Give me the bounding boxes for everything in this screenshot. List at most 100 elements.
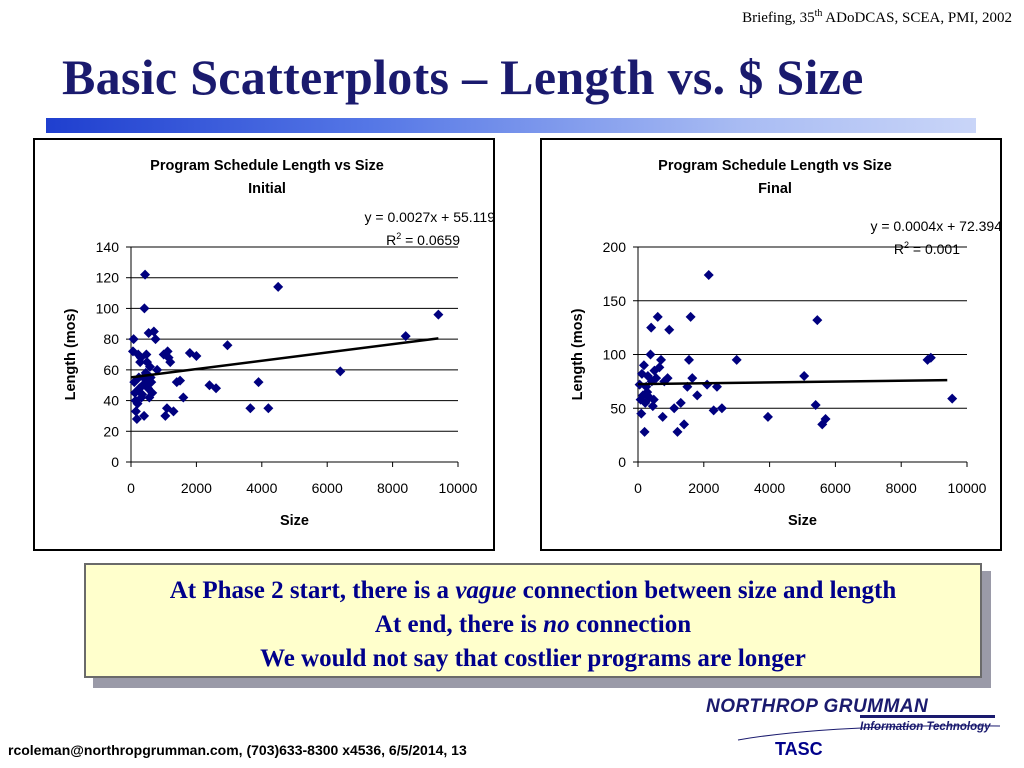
x-axis-label: Size (280, 513, 309, 529)
data-point (168, 406, 179, 417)
x-tick-label: 0 (634, 480, 642, 496)
header-note: Briefing, 35th ADoDCAS, SCEA, PMI, 2002 (742, 8, 1012, 26)
data-point (137, 389, 148, 400)
data-point (652, 311, 663, 322)
data-point (656, 354, 667, 365)
data-point (141, 349, 152, 360)
data-point (135, 352, 146, 363)
title-gradient-rule (46, 118, 976, 133)
data-point (638, 360, 649, 371)
data-point (645, 349, 656, 360)
data-point (146, 377, 157, 388)
chart-final-panel: Program Schedule Length vs Size Final 0 50 1… (540, 138, 1002, 551)
logo-division: Information Technology (860, 721, 991, 733)
data-point (400, 331, 411, 342)
data-point (184, 347, 195, 358)
data-point (139, 303, 150, 314)
data-point (160, 410, 171, 421)
y-axis-label: Length (mos) (63, 308, 79, 400)
data-point (654, 362, 665, 373)
y-tick-label: 0 (111, 454, 119, 470)
data-point (128, 334, 139, 345)
data-point (139, 410, 150, 421)
chart-initial: Program Schedule Length vs Size Initial 0 2… (63, 158, 495, 529)
data-point (140, 367, 151, 378)
x-tick-label: 8000 (377, 480, 408, 496)
chart-title: Program Schedule Length vs Size (658, 158, 892, 174)
data-point (716, 403, 727, 414)
y-tick-label: 120 (96, 270, 120, 286)
data-point (129, 387, 140, 398)
data-point (922, 354, 933, 365)
chart-final: Program Schedule Length vs Size Final 0 50 1… (570, 158, 1002, 529)
x-tick-label: 0 (127, 480, 135, 496)
data-point (810, 400, 821, 411)
x-tick-label: 2000 (688, 480, 719, 496)
slide-title: Basic Scatterplots – Length vs. $ Size (62, 49, 864, 105)
y-tick-label: 50 (610, 400, 626, 416)
data-point (273, 281, 284, 292)
y-tick-label: 0 (618, 454, 626, 470)
x-tick-label: 10000 (948, 480, 987, 496)
data-point (253, 377, 264, 388)
data-point (812, 315, 823, 326)
data-point (433, 309, 444, 320)
data-point (672, 426, 683, 437)
r-squared-label: R2 = 0.001 (894, 240, 960, 257)
data-point (191, 351, 202, 362)
data-point (662, 373, 673, 384)
data-point (204, 380, 215, 391)
x-axis-label: Size (788, 513, 817, 529)
data-point (762, 411, 773, 422)
data-point (130, 406, 141, 417)
data-point (692, 390, 703, 401)
data-point (647, 401, 658, 412)
data-point (644, 392, 655, 403)
data-point (731, 354, 742, 365)
data-point (925, 352, 936, 363)
y-tick-label: 80 (103, 331, 119, 347)
x-tick-label: 8000 (886, 480, 917, 496)
logo-company: NORTHROP GRUMMAN (706, 696, 929, 717)
data-point (162, 346, 173, 357)
chart-subtitle: Initial (248, 181, 286, 197)
data-point (152, 364, 163, 375)
northrop-grumman-logo: NORTHROP GRUMMAN Information Technology (706, 696, 1001, 741)
logo-bar (860, 715, 995, 718)
y-tick-label: 40 (103, 393, 119, 409)
data-point (687, 373, 698, 384)
y-axis-label: Length (mos) (570, 308, 586, 400)
footer-contact: rcoleman@northropgrumman.com, (703)633-8… (8, 742, 467, 758)
data-point (175, 375, 186, 386)
data-point (651, 373, 662, 384)
data-point (669, 403, 680, 414)
trendline-equation: y = 0.0004x + 72.394 (870, 218, 1002, 234)
y-tick-label: 140 (96, 239, 120, 255)
trendline (130, 337, 439, 379)
data-point (820, 414, 831, 424)
r-squared-label: R2 = 0.0659 (386, 231, 460, 248)
data-point (648, 394, 659, 405)
y-tick-label: 60 (103, 362, 119, 378)
data-point (664, 324, 675, 335)
x-tick-label: 2000 (181, 480, 212, 496)
trendline-equation: y = 0.0027x + 55.119 (364, 209, 495, 225)
y-tick-label: 100 (96, 300, 120, 316)
x-tick-label: 4000 (246, 480, 277, 496)
data-point (685, 311, 696, 322)
data-point (222, 340, 233, 351)
x-tick-label: 6000 (820, 480, 851, 496)
x-tick-label: 6000 (312, 480, 343, 496)
data-point (675, 397, 686, 408)
data-point (263, 403, 274, 414)
y-tick-label: 200 (603, 239, 627, 255)
callout-line-3: We would not say that costlier programs … (260, 645, 806, 672)
data-point (140, 269, 151, 280)
x-tick-label: 10000 (439, 480, 478, 496)
data-point (131, 414, 142, 424)
data-point (211, 383, 222, 394)
data-point (144, 361, 155, 372)
data-point (947, 393, 958, 404)
data-point (646, 322, 657, 333)
data-point (245, 403, 256, 414)
